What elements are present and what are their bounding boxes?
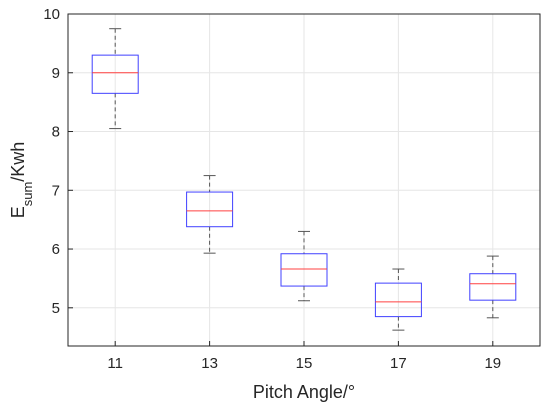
x-axis: 11 13 15 17 19 <box>107 341 501 372</box>
box-11 <box>91 28 139 130</box>
box-iqr <box>469 273 517 301</box>
box-iqr <box>91 54 139 94</box>
y-tick-label: 5 <box>52 300 60 317</box>
y-tick-label: 8 <box>52 124 60 141</box>
box-iqr <box>374 282 422 318</box>
box-13 <box>186 175 234 254</box>
y-axis-label-base: E <box>8 206 28 218</box>
box-15 <box>280 230 328 302</box>
x-axis-label: Pitch Angle/° <box>253 382 355 402</box>
x-tick-label: 19 <box>484 355 501 372</box>
y-tick-label: 10 <box>43 6 60 23</box>
y-axis: 5 6 7 8 9 10 <box>43 6 73 317</box>
box-iqr <box>280 253 328 287</box>
y-tick-label: 7 <box>52 182 60 199</box>
y-axis-label-rest: /Kwh <box>8 142 28 182</box>
y-tick-label: 9 <box>52 65 60 82</box>
box-series <box>91 28 517 331</box>
box-19 <box>469 255 517 319</box>
y-tick-label: 6 <box>52 241 60 258</box>
x-tick-label: 15 <box>296 355 313 372</box>
x-tick-label: 13 <box>201 355 218 372</box>
box-iqr <box>186 191 234 228</box>
box-17 <box>374 268 422 331</box>
x-tick-label: 17 <box>390 355 407 372</box>
x-tick-label: 11 <box>107 355 123 372</box>
y-axis-label-subscript: sum <box>20 182 35 207</box>
y-axis-label: Esum/Kwh <box>8 142 35 219</box>
